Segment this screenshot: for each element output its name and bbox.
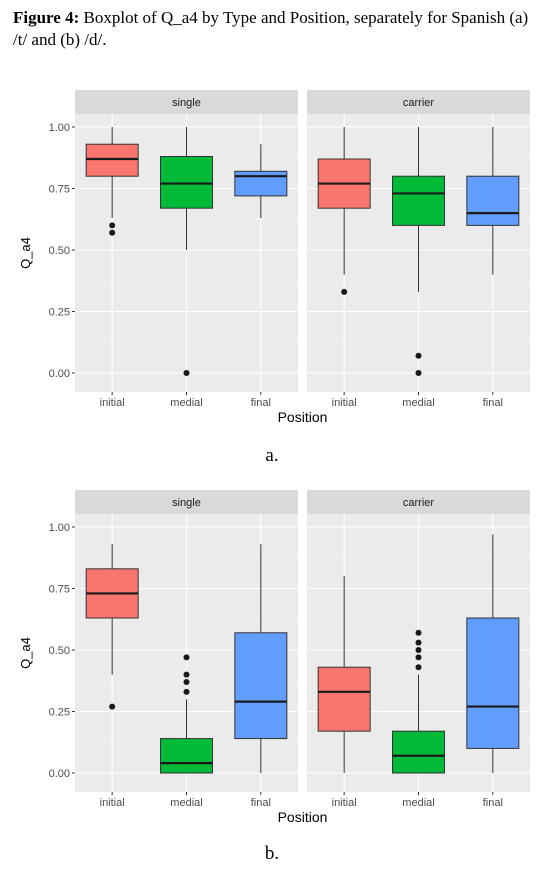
facet-strip — [75, 490, 298, 514]
x-tick-label: final — [483, 397, 503, 409]
outlier-point — [109, 222, 116, 229]
boxplot-figure-a: Q_a4 0.00 0.25 0.50 0.75 1.00 single initial med… — [18, 90, 530, 425]
box-iqr — [317, 666, 371, 732]
box-single-initial — [85, 127, 139, 236]
x-tick-label: initial — [332, 797, 357, 809]
facet-strip — [75, 90, 298, 114]
facet-strip-label: single — [172, 97, 201, 109]
outlier-point — [341, 288, 348, 295]
box-single-medial — [160, 127, 213, 376]
outlier-point — [183, 671, 190, 678]
outlier-point — [415, 654, 422, 661]
x-tick-label: medial — [170, 797, 202, 809]
y-tick-label: 0.25 — [49, 307, 70, 319]
box-iqr — [234, 170, 288, 197]
outlier-point — [183, 678, 190, 685]
outlier-point — [109, 229, 116, 236]
x-tick-label: initial — [100, 797, 125, 809]
outlier-point — [415, 370, 422, 376]
facet-strip-label: carrier — [403, 497, 435, 509]
facet-strip-label: carrier — [403, 97, 435, 109]
boxplot-figure-b: Q_a4 0.00 0.25 0.50 0.75 1.00 single initial med… — [18, 490, 530, 825]
outlier-point — [183, 688, 190, 695]
box-iqr — [466, 617, 520, 749]
figure-caption-text: Boxplot of Q_a4 by Type and Position, se… — [13, 8, 529, 49]
box-iqr — [160, 156, 213, 209]
x-axis-title: Position — [278, 409, 328, 425]
box-iqr — [392, 730, 445, 774]
x-tick-label: medial — [170, 397, 202, 409]
x-tick-label: medial — [402, 397, 434, 409]
box-iqr — [85, 143, 139, 177]
x-tick-label: medial — [402, 797, 434, 809]
y-tick-label: 0.75 — [49, 184, 70, 196]
sublabel-a: a. — [265, 445, 279, 466]
sublabel-b: b. — [264, 843, 280, 864]
outlier-point — [183, 370, 190, 376]
box-iqr — [392, 175, 445, 226]
box-carrier-final — [466, 534, 520, 773]
box-iqr — [160, 738, 213, 774]
figure-caption: Figure 4: Boxplot of Q_a4 by Type and Po… — [13, 7, 533, 51]
x-tick-label: final — [251, 397, 271, 409]
box-carrier-initial — [317, 576, 371, 773]
box-single-medial — [160, 654, 213, 774]
outlier-point — [415, 352, 422, 359]
x-tick-label: initial — [332, 397, 357, 409]
box-carrier-initial — [317, 127, 371, 295]
box-carrier-final — [466, 127, 520, 275]
figure-caption-label: Figure 4: — [13, 8, 80, 27]
box-single-final — [234, 544, 288, 773]
facet-strip-label: single — [172, 497, 201, 509]
y-tick-label: 1.00 — [49, 522, 70, 534]
x-tick-label: initial — [100, 397, 125, 409]
y-tick-label: 0.25 — [49, 707, 70, 719]
x-tick-label: final — [483, 797, 503, 809]
y-tick-label: 0.00 — [49, 368, 70, 380]
outlier-point — [415, 647, 422, 653]
outlier-point — [183, 654, 190, 661]
outlier-point — [415, 639, 422, 646]
box-carrier-medial — [392, 127, 445, 376]
facet-strip — [307, 490, 530, 514]
y-tick-label: 0.00 — [49, 768, 70, 780]
x-tick-label: final — [251, 797, 271, 809]
box-iqr — [234, 632, 288, 740]
y-tick-label: 1.00 — [49, 122, 70, 134]
y-axis-title: Q_a4 — [18, 237, 33, 269]
x-axis-title: Position — [278, 809, 328, 825]
box-single-final — [234, 144, 288, 219]
outlier-point — [415, 629, 422, 636]
outlier-point — [109, 703, 116, 710]
facet-strip — [307, 90, 530, 114]
box-iqr — [466, 175, 520, 226]
box-single-initial — [85, 544, 139, 710]
box-carrier-medial — [392, 629, 445, 774]
y-tick-label: 0.75 — [49, 584, 70, 596]
y-axis-title: Q_a4 — [18, 637, 33, 669]
y-tick-label: 0.50 — [49, 645, 70, 657]
outlier-point — [415, 664, 422, 671]
y-tick-label: 0.50 — [49, 245, 70, 257]
